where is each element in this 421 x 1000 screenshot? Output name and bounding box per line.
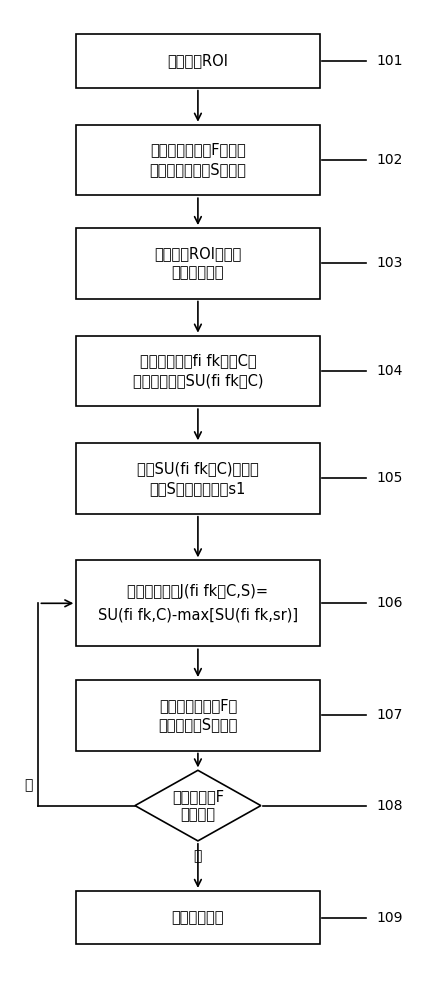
Text: 是否空集: 是否空集 — [181, 807, 216, 822]
Text: 根据SU(fi fk，C)最大值: 根据SU(fi fk，C)最大值 — [137, 461, 259, 476]
Text: 选出S的第一个元素s1: 选出S的第一个元素s1 — [150, 481, 246, 496]
Bar — [76, 891, 320, 944]
Text: 计算候选特征fi fk与类C的: 计算候选特征fi fk与类C的 — [140, 353, 256, 368]
Bar — [76, 443, 320, 514]
Text: 计算评价函数J(fi fk，C,S)=: 计算评价函数J(fi fk，C,S)= — [128, 584, 269, 599]
Text: 101: 101 — [376, 54, 403, 68]
Bar — [76, 560, 320, 646]
Text: 已选特征集S的元素: 已选特征集S的元素 — [158, 718, 237, 733]
Text: SU(fi fk,C)-max[SU(fi fk,sr)]: SU(fi fk,C)-max[SU(fi fk,sr)] — [98, 608, 298, 623]
Text: 103: 103 — [376, 256, 402, 270]
Text: 107: 107 — [376, 708, 402, 722]
Text: 108: 108 — [376, 799, 403, 813]
Polygon shape — [135, 770, 261, 841]
Text: 否: 否 — [24, 779, 32, 793]
Bar — [76, 680, 320, 751]
Text: 是: 是 — [194, 850, 202, 864]
Text: 调整候选特征集F及: 调整候选特征集F及 — [159, 698, 237, 713]
Text: 候选特征集F: 候选特征集F — [172, 789, 224, 804]
Bar — [76, 336, 320, 406]
Text: 输出已选特征: 输出已选特征 — [172, 910, 224, 925]
Text: 109: 109 — [376, 911, 403, 925]
Bar — [76, 228, 320, 299]
Text: 构造样本集合: 构造样本集合 — [172, 266, 224, 281]
Bar — [76, 34, 320, 88]
Text: 设置候选特征集F的元素: 设置候选特征集F的元素 — [150, 143, 246, 158]
Text: 提取缺陷ROI: 提取缺陷ROI — [168, 53, 229, 68]
Text: 102: 102 — [376, 153, 402, 167]
Text: 104: 104 — [376, 364, 402, 378]
Text: 105: 105 — [376, 471, 402, 485]
Bar — [76, 125, 320, 195]
Text: 归一化互信息SU(fi fk，C): 归一化互信息SU(fi fk，C) — [133, 373, 263, 388]
Text: 106: 106 — [376, 596, 403, 610]
Text: 计算缺陷ROI特征值: 计算缺陷ROI特征值 — [154, 246, 242, 261]
Text: 设置已选特征集S为空集: 设置已选特征集S为空集 — [149, 162, 246, 177]
